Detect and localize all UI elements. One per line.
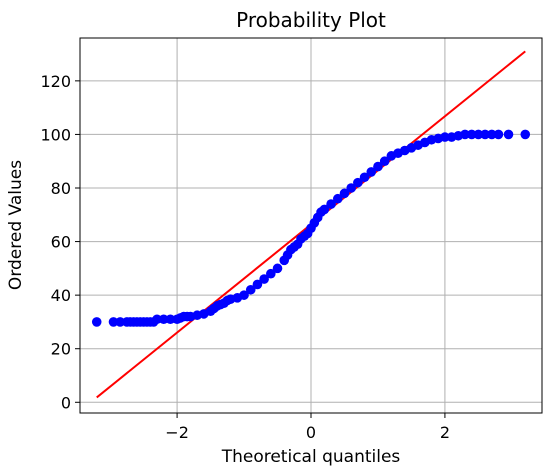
data-point: [440, 132, 450, 142]
data-point: [486, 129, 497, 140]
data-point: [245, 284, 256, 295]
data-point: [379, 156, 390, 167]
data-point: [480, 129, 490, 140]
data-point: [108, 317, 119, 327]
x-tick-label: −2: [165, 423, 189, 442]
data-point: [158, 314, 169, 325]
x-axis-ticks: −2 0 2: [165, 413, 450, 442]
chart-title: Probability Plot: [236, 8, 386, 32]
x-axis-label: Theoretical quantiles: [221, 447, 401, 467]
data-point: [165, 314, 176, 325]
data-point: [152, 314, 162, 325]
data-point: [272, 263, 283, 274]
data-point: [460, 129, 470, 140]
data-point: [339, 188, 350, 199]
y-tick-label: 100: [40, 125, 71, 144]
y-axis-label: Ordered Values: [6, 160, 26, 290]
data-point: [366, 167, 377, 177]
y-tick-label: 20: [51, 340, 71, 359]
data-point: [493, 129, 504, 140]
data-point: [353, 177, 363, 188]
x-tick-label: 0: [306, 423, 316, 442]
data-point: [503, 129, 514, 140]
grid-lines: [80, 38, 542, 413]
data-point: [520, 129, 531, 140]
data-point: [332, 193, 343, 204]
y-tick-label: 40: [51, 286, 71, 305]
data-point: [373, 161, 383, 172]
y-tick-label: 120: [40, 72, 71, 91]
data-point: [115, 317, 125, 327]
data-point: [91, 317, 102, 327]
data-point: [259, 274, 269, 284]
y-tick-label: 60: [51, 233, 71, 252]
x-tick-label: 2: [440, 423, 450, 442]
data-points-layer: [91, 129, 531, 327]
y-axis-ticks: 0 20 40 60 80 100 120: [40, 72, 80, 412]
y-tick-label: 80: [51, 179, 71, 198]
data-point: [266, 268, 276, 279]
data-point: [326, 199, 336, 209]
data-point: [466, 129, 477, 140]
data-point: [473, 129, 484, 140]
data-point: [319, 204, 330, 215]
data-point: [252, 279, 263, 290]
data-point: [346, 183, 356, 193]
y-tick-label: 0: [61, 393, 71, 412]
data-point: [239, 290, 249, 300]
data-point: [359, 172, 370, 183]
